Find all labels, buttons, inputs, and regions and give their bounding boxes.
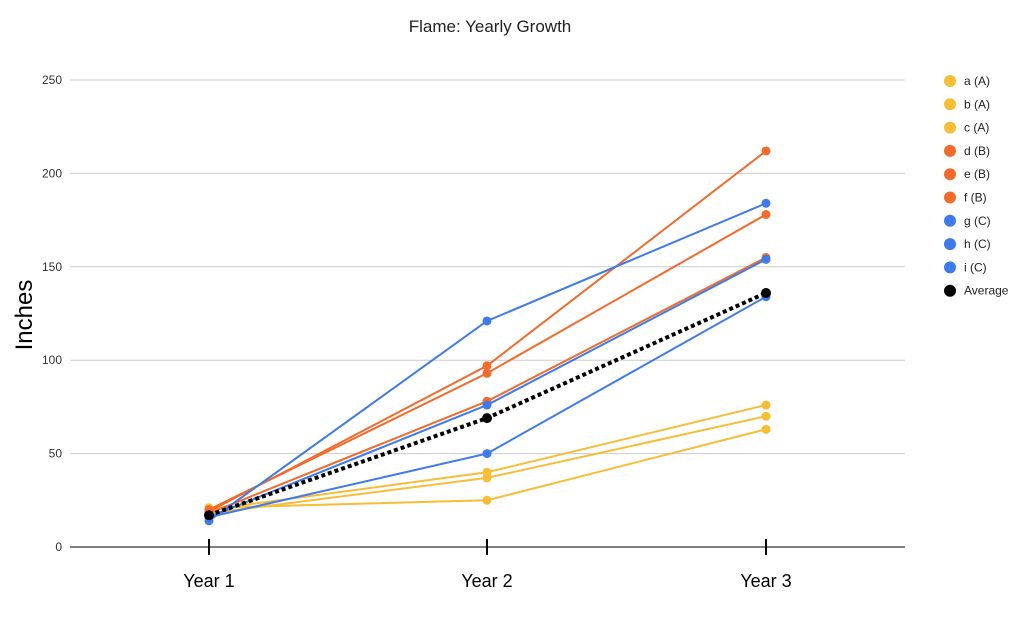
legend-item: g (C) xyxy=(944,214,991,228)
legend-label: i (C) xyxy=(964,260,987,274)
legend-item: h (C) xyxy=(944,237,991,251)
gridlines xyxy=(70,79,905,455)
legend-marker xyxy=(944,98,956,111)
legend-label: h (C) xyxy=(964,237,991,251)
legend-label: b (A) xyxy=(964,97,990,111)
data-point xyxy=(482,413,492,424)
data-point xyxy=(482,400,492,410)
legend-marker xyxy=(944,75,956,87)
data-point xyxy=(761,287,771,298)
x-axis: Year 1 Year 2 Year 3 xyxy=(70,539,905,591)
legend: a (A) b (A) c (A) d (B) e (B) f (B) g (C) h (C)… xyxy=(944,74,1009,298)
y-tick-label: 150 xyxy=(42,260,62,274)
legend-label: Average xyxy=(964,284,1009,298)
data-point xyxy=(204,510,214,521)
legend-item: Average xyxy=(944,284,1009,298)
series-average xyxy=(204,287,771,521)
data-point xyxy=(482,368,492,378)
y-tick-label: 50 xyxy=(49,447,63,461)
legend-marker xyxy=(944,261,956,274)
legend-label: a (A) xyxy=(964,74,990,88)
x-tick-label: Year 2 xyxy=(461,571,512,591)
legend-marker xyxy=(944,284,956,297)
data-point xyxy=(761,424,771,434)
legend-item: a (A) xyxy=(944,74,990,88)
legend-item: f (B) xyxy=(944,191,987,205)
data-point xyxy=(761,146,771,156)
y-axis-ticks: 0 50 100 150 200 250 xyxy=(42,73,62,554)
x-tick-label: Year 3 xyxy=(740,571,791,591)
data-point xyxy=(482,361,492,371)
data-point xyxy=(761,411,771,421)
chart-title: Flame: Yearly Growth xyxy=(409,17,572,36)
data-point xyxy=(482,495,492,505)
legend-marker xyxy=(944,238,956,251)
legend-marker xyxy=(944,191,956,204)
legend-label: e (B) xyxy=(964,167,990,181)
legend-item: c (A) xyxy=(944,121,989,135)
y-tick-label: 0 xyxy=(55,540,62,554)
x-tick-label: Year 1 xyxy=(183,571,234,591)
legend-marker xyxy=(944,144,956,157)
data-point xyxy=(761,254,771,264)
series-lines xyxy=(204,146,771,526)
legend-item: e (B) xyxy=(944,167,990,181)
legend-item: i (C) xyxy=(944,260,987,274)
y-tick-label: 250 xyxy=(42,73,62,87)
data-point xyxy=(761,400,771,410)
legend-marker xyxy=(944,214,956,227)
legend-item: b (A) xyxy=(944,97,990,111)
y-axis-label: Inches xyxy=(11,280,38,351)
legend-marker xyxy=(944,168,956,181)
y-tick-label: 100 xyxy=(42,353,62,367)
legend-marker xyxy=(944,121,956,134)
data-point xyxy=(482,473,492,483)
data-point xyxy=(482,316,492,326)
data-point xyxy=(761,209,771,219)
legend-label: d (B) xyxy=(964,144,990,158)
data-point xyxy=(482,449,492,459)
data-point xyxy=(761,198,771,208)
y-tick-label: 200 xyxy=(42,166,62,180)
legend-label: c (A) xyxy=(964,121,989,135)
series-d-b xyxy=(204,146,771,517)
legend-item: d (B) xyxy=(944,144,990,158)
legend-label: f (B) xyxy=(964,191,987,205)
legend-label: g (C) xyxy=(964,214,991,228)
